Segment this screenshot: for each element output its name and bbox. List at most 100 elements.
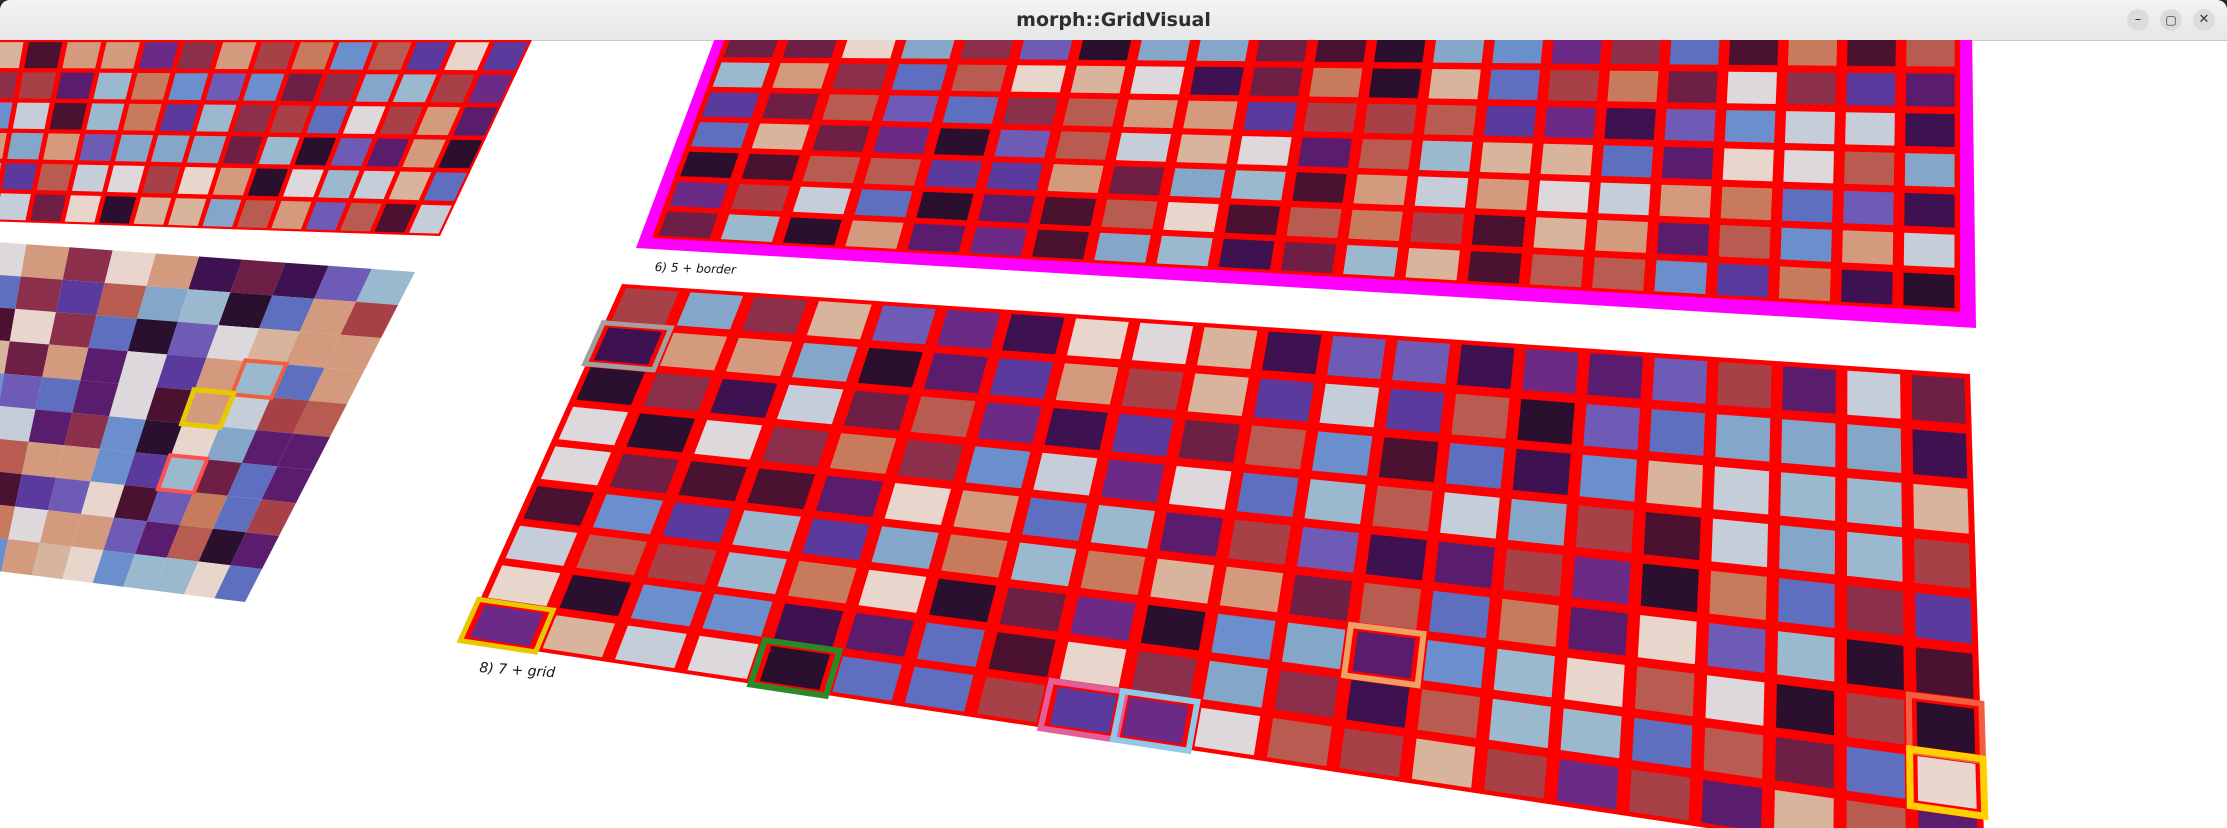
- grid-middle-left-cell: [42, 345, 88, 381]
- grid-lines-cell: [1178, 420, 1240, 463]
- grid-border-cell: [1137, 40, 1191, 61]
- grid-lines-cell: [924, 353, 988, 393]
- grid-border-cell: [925, 160, 982, 188]
- grid-border-cell: [1786, 72, 1836, 105]
- grid-lines-cell: [872, 305, 936, 344]
- grid-border-cell: [934, 128, 991, 156]
- grid-middle-left-cell: [4, 341, 49, 377]
- grid-border-cell: [812, 125, 869, 152]
- grid-border-cell: [1729, 40, 1779, 65]
- grid-lines-cell: [937, 310, 1001, 350]
- grid-middle-left-cell: [10, 309, 56, 345]
- grid-lines-cell: [1572, 556, 1631, 604]
- grid-border-cell: [1287, 207, 1342, 238]
- close-button[interactable]: ✕: [2193, 9, 2215, 31]
- grid-border-cell: [1541, 144, 1593, 176]
- grid-lines-cell: [1652, 358, 1707, 404]
- grid-lines-cell: [1777, 631, 1834, 682]
- grid-border-cell: [803, 156, 861, 183]
- grid-border-cell: [1844, 152, 1894, 186]
- grid-border-cell: [1405, 248, 1460, 280]
- grid-lines-cell: [1070, 596, 1136, 641]
- grid-border-cell: [1304, 103, 1358, 133]
- grid-top-left-cell: [0, 193, 31, 220]
- grid-border-cell: [1905, 113, 1954, 147]
- grid-lines-cell: [1557, 759, 1619, 810]
- minimize-button[interactable]: –: [2127, 9, 2149, 31]
- grid-lines-cell: [1561, 708, 1622, 758]
- grid-border-cell: [1032, 230, 1089, 260]
- grid-border-cell: [1480, 142, 1533, 173]
- grid-border-cell: [1592, 257, 1645, 291]
- grid-lines-cell: [1160, 512, 1223, 556]
- grid-lines-cell: [1011, 543, 1077, 587]
- grid-lines-cell: [1000, 587, 1067, 631]
- maximize-button[interactable]: ▢: [2160, 9, 2182, 31]
- grid-visual-canvas[interactable]: 6) 5 + border 8) 7 + grid: [0, 40, 2227, 828]
- grid-lines-cell: [1847, 532, 1903, 582]
- grid-middle-left-cell: [56, 280, 105, 316]
- grid-top-left-cell: [50, 103, 88, 130]
- grid-lines-cell: [1499, 599, 1559, 647]
- grid-border-cell: [832, 64, 889, 90]
- grid-lines-cell: [885, 483, 951, 525]
- grid-scene[interactable]: [0, 40, 2227, 828]
- grid-lines-cell: [1067, 318, 1129, 359]
- grid-border-cell: [1374, 40, 1426, 63]
- grid-border-cell: [1782, 189, 1833, 223]
- grid-border-cell: [1598, 183, 1650, 216]
- grid-border-cell: [1359, 139, 1413, 170]
- grid-border-cell: [842, 40, 898, 58]
- grid-border-cell: [960, 40, 1015, 59]
- grid-lines-cell: [1522, 349, 1579, 394]
- grid-border-cell: [1429, 69, 1481, 99]
- grid-lines-cell: [1392, 340, 1450, 384]
- grid-lines-cell: [1775, 737, 1834, 789]
- grid-lines-cell: [1446, 443, 1505, 489]
- grid-border-cell: [1727, 72, 1777, 104]
- grid-lines-cell: [830, 433, 897, 474]
- grid-lines-cell: [1101, 459, 1164, 502]
- grid-border-cell: [1369, 69, 1422, 99]
- grid-lines-cell: [1290, 575, 1353, 621]
- grid-middle-left-cell: [0, 374, 42, 410]
- grid-border-cell: [1846, 73, 1895, 106]
- grid-lines-cell: [1002, 314, 1065, 354]
- grid-border-cell: [892, 64, 948, 90]
- grid-top-left-cell: [2, 163, 38, 190]
- grid-border-cell: [822, 94, 879, 120]
- grid-lines-cell: [1122, 368, 1184, 410]
- grid-border-cell: [1219, 239, 1275, 270]
- grid-border-cell: [1410, 212, 1464, 244]
- grid-lines-cell: [1275, 670, 1339, 718]
- grid-lines-cell: [1779, 525, 1835, 574]
- grid-border-cell: [1492, 40, 1544, 63]
- grid-lines-cell: [1081, 551, 1146, 596]
- grid-lines-cell: [1847, 424, 1901, 473]
- grid-lines-cell: [1418, 689, 1481, 738]
- grid-lines-cell: [1629, 769, 1690, 820]
- grid-middle-left-cell: [21, 244, 70, 280]
- grid-lines-cell: [1646, 461, 1703, 509]
- grid-border-cell: [741, 154, 799, 181]
- grid-lines-cell: [1262, 332, 1322, 375]
- grid-lines-cell: [1169, 466, 1232, 510]
- grid-lines-cell: [1780, 472, 1835, 521]
- grid-border-cell: [1717, 263, 1769, 297]
- grid-lines-cell: [1847, 747, 1906, 799]
- grid-lines-cell: [1188, 373, 1249, 416]
- grid-lines-cell: [816, 476, 883, 517]
- grid-border-cell: [1250, 67, 1304, 96]
- grid-top-left-cell: [30, 194, 66, 221]
- title-bar[interactable]: morph::GridVisual – ▢ ✕: [0, 0, 2227, 41]
- grid-lines-cell: [1847, 585, 1903, 636]
- grid-border-cell: [793, 187, 851, 215]
- grid-lines-cell: [1580, 455, 1637, 502]
- grid-lines-cell: [1913, 484, 1969, 534]
- grid-border-cell: [752, 124, 810, 150]
- grid-border-cell: [1101, 199, 1157, 229]
- grid-lines-cell: [1111, 414, 1174, 457]
- grid-border-cell: [1783, 150, 1834, 183]
- grid-border-cell: [1721, 187, 1773, 221]
